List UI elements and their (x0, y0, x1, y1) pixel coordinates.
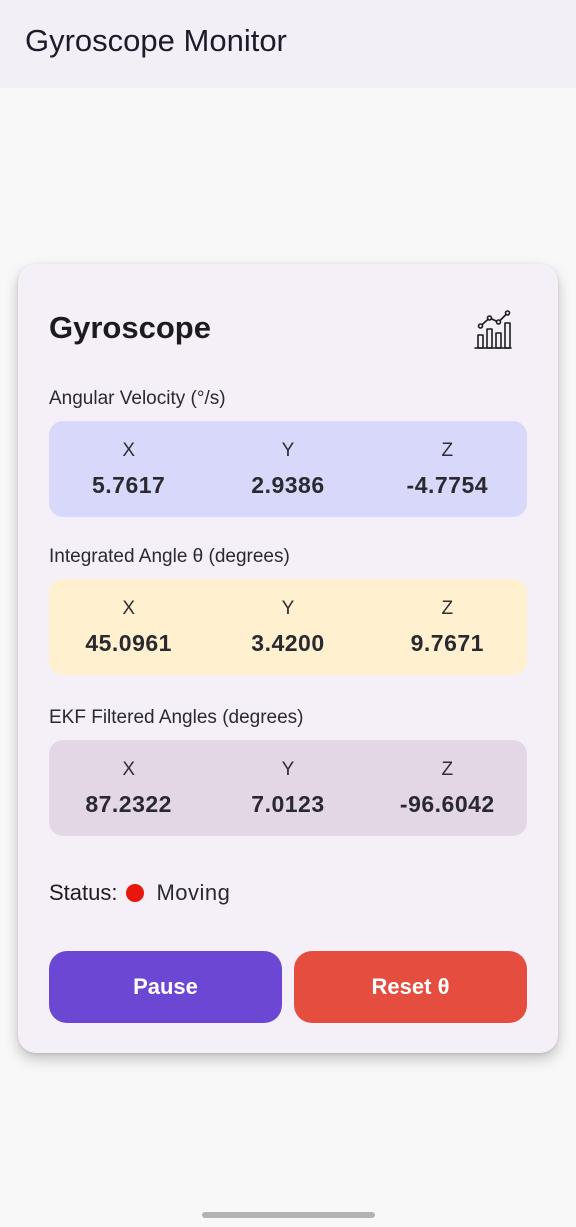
angle-y-value: 3.4200 (251, 630, 325, 656)
integrated-angle-panel: X 45.0961 Y 3.4200 Z 9.7671 (49, 579, 527, 675)
status-indicator-dot (126, 884, 145, 902)
angular-velocity-label: Angular Velocity (°/s) (49, 388, 226, 409)
ekf-x-label: X (122, 759, 135, 780)
angle-y-column: Y 3.4200 (218, 597, 358, 657)
velocity-x-label: X (122, 440, 135, 461)
bar-chart-trend-icon[interactable] (473, 308, 513, 352)
status-row: Status: Moving (49, 878, 230, 908)
ekf-y-column: Y 7.0123 (218, 758, 358, 818)
angular-velocity-panel: X 5.7617 Y 2.9386 Z -4.7754 (49, 421, 527, 517)
status-value: Moving (156, 880, 231, 905)
pause-button[interactable]: Pause (49, 951, 282, 1023)
angle-y-label: Y (281, 598, 295, 619)
velocity-y-label: Y (281, 440, 295, 461)
integrated-angle-label: Integrated Angle θ (degrees) (49, 546, 290, 567)
card-title: Gyroscope (49, 310, 211, 345)
ekf-x-value: 87.2322 (85, 791, 172, 817)
ekf-y-label: Y (281, 759, 295, 780)
angle-x-value: 45.0961 (85, 630, 172, 656)
ekf-x-column: X 87.2322 (59, 758, 199, 818)
velocity-y-column: Y 2.9386 (218, 439, 358, 499)
ekf-y-value: 7.0123 (251, 791, 325, 817)
velocity-x-value: 5.7617 (91, 472, 166, 498)
ekf-filtered-panel: X 87.2322 Y 7.0123 Z -96.6042 (49, 740, 527, 836)
velocity-x-column: X 5.7617 (59, 439, 199, 499)
status-label: Status: (49, 880, 118, 905)
gyroscope-card: Gyroscope Angular Velocity (°/s) X 5.761… (18, 264, 558, 1053)
velocity-y-value: 2.9386 (251, 472, 325, 498)
ekf-filtered-label: EKF Filtered Angles (degrees) (49, 707, 304, 728)
angle-z-label: Z (441, 598, 454, 619)
app-bar: Gyroscope Monitor (0, 0, 576, 88)
reset-angle-button[interactable]: Reset θ (294, 951, 527, 1023)
home-indicator-bar[interactable] (202, 1212, 375, 1218)
angle-x-label: X (122, 598, 135, 619)
app-title: Gyroscope Monitor (25, 23, 287, 58)
ekf-z-column: Z -96.6042 (377, 758, 517, 818)
velocity-z-column: Z -4.7754 (377, 439, 517, 499)
angle-z-column: Z 9.7671 (377, 597, 517, 657)
angle-z-value: 9.7671 (410, 630, 484, 656)
velocity-z-value: -4.7754 (406, 472, 489, 498)
angle-x-column: X 45.0961 (59, 597, 199, 657)
card-header: Gyroscope (49, 308, 527, 352)
velocity-z-label: Z (441, 440, 454, 461)
ekf-z-label: Z (441, 759, 454, 780)
ekf-z-value: -96.6042 (399, 791, 495, 817)
